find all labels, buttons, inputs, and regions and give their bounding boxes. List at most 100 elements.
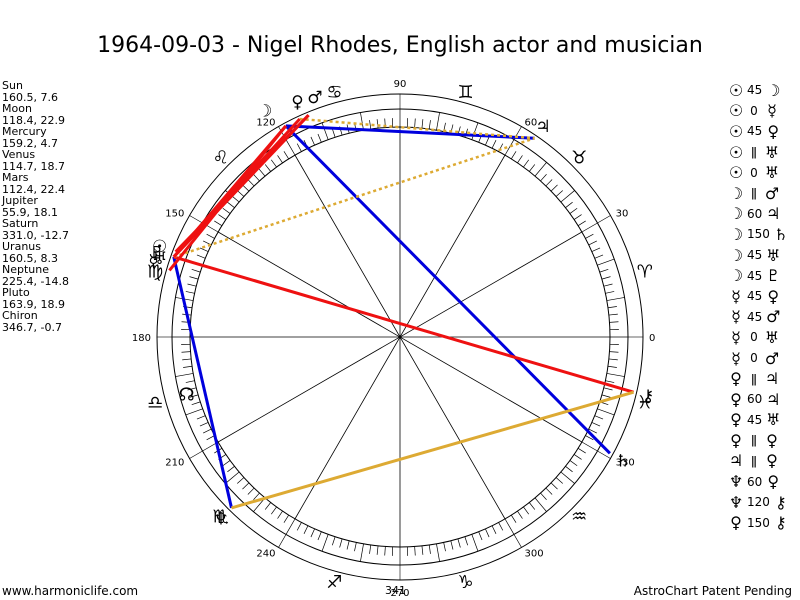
- aspect-row: ☿ 45 ♀: [728, 286, 800, 307]
- aspect-planet1-glyph: ♆: [728, 492, 744, 512]
- degree-tick: [414, 546, 416, 556]
- planet-name-venus: Venus: [2, 148, 36, 161]
- aspect-planet1-glyph: ♀: [730, 369, 742, 389]
- aspect-angle: 45: [747, 412, 763, 427]
- aspect-angle: ǁ: [751, 371, 757, 386]
- zodiac-sign-glyph: ♋: [326, 82, 342, 103]
- degree-tick: [421, 119, 424, 129]
- aspect-planet1-glyph: ♃: [728, 451, 744, 471]
- aspect-angle: 150: [747, 515, 770, 530]
- website-link[interactable]: www.harmoniclife.com: [2, 584, 139, 598]
- degree-tick: [277, 510, 283, 519]
- zodiac-sign-glyph: ♎: [147, 393, 163, 414]
- aspect-angle: 45: [747, 309, 763, 324]
- planet-name-neptune: Neptune: [2, 263, 50, 276]
- degree-tick: [464, 536, 469, 546]
- planet-glyph-pluto: ♇: [149, 243, 164, 263]
- degree-tick: [517, 510, 523, 519]
- aspect-planet1-glyph: ♀: [730, 430, 742, 450]
- aspect-planet1-glyph: ☉: [728, 80, 744, 100]
- degree-tick: [485, 136, 490, 146]
- degree-tick: [369, 544, 372, 554]
- degree-tick: [428, 544, 431, 554]
- aspect-angle: ǁ: [751, 453, 757, 468]
- planet-glyph-sun: ☉: [152, 237, 167, 257]
- zodiac-sign-glyph: ♈: [637, 261, 653, 282]
- aspect-row: ♃ ǁ ♀: [728, 451, 800, 472]
- degree-tick: [185, 380, 195, 383]
- aspect-row: ☉ 0 ☿: [728, 101, 800, 122]
- degree-tick: [443, 542, 446, 552]
- chart-number: 341: [385, 584, 406, 597]
- planet-values-neptune: 225.4, -14.8: [2, 274, 69, 288]
- degree-tick: [218, 214, 227, 220]
- degree-tick: [321, 534, 329, 552]
- aspect-row: ☿ 45 ♂: [728, 307, 800, 328]
- planet-glyph-neptune: ♆: [213, 510, 228, 530]
- degree-tick: [331, 128, 336, 138]
- aspect-row: ☽ 45 ♇: [728, 265, 800, 286]
- planet-values-moon: 118.4, 22.9: [2, 113, 65, 127]
- degree-tick: [283, 514, 290, 523]
- degree-tick: [187, 283, 197, 287]
- degree-tick: [421, 545, 424, 555]
- aspect-planet1-glyph: ☽: [728, 204, 744, 224]
- zodiac-sign-glyph: ♒: [571, 506, 587, 527]
- degree-tick: [597, 408, 615, 416]
- degree-tick: [189, 394, 199, 398]
- aspect-angle: ǁ: [751, 145, 757, 160]
- aspect-angle: 120: [747, 495, 770, 510]
- aspect-row: ♀ 60 ♃: [728, 389, 800, 410]
- aspect-planet1-glyph: ☉: [728, 101, 744, 121]
- planet-glyphs: ☉ ☽ ☿ ♀ ♂ ♃ ♄ ♅ ♆ ♇ ⚷: [148, 88, 654, 529]
- degree-tick: [253, 492, 260, 500]
- degree-tick: [560, 471, 575, 484]
- degree-label: 120: [256, 117, 275, 128]
- degree-label: 150: [165, 209, 184, 220]
- planet-values-pluto: 163.9, 18.9: [2, 297, 65, 311]
- degree-tick: [471, 534, 479, 552]
- degree-tick: [436, 112, 440, 131]
- degree-tick: [339, 538, 343, 548]
- degree-tick: [191, 401, 201, 406]
- degree-tick: [608, 358, 618, 361]
- aspect-planet2-glyph: ♀: [767, 286, 780, 306]
- degree-tick: [242, 482, 250, 490]
- degree-tick: [545, 487, 553, 495]
- aspect-planet2-glyph: ♀: [767, 121, 780, 141]
- aspect-row: ☽ 45 ♅: [728, 245, 800, 266]
- aspect-line: [284, 124, 611, 455]
- degree-tick: [296, 143, 302, 152]
- zodiac-sign-glyph: ♊: [458, 82, 474, 103]
- aspect-planet2-glyph: ♅: [766, 410, 781, 430]
- degree-tick: [478, 531, 483, 541]
- degree-tick: [607, 306, 617, 309]
- degree-tick: [565, 466, 573, 473]
- aspect-planet2-glyph: ⚷: [775, 492, 787, 512]
- aspect-row: ♆ 60 ♀: [728, 471, 800, 492]
- aspect-planet1-glyph: ♀: [730, 513, 742, 533]
- zodiac-sign-glyph: ♓: [637, 393, 653, 414]
- degree-tick: [206, 233, 215, 239]
- degree-tick: [565, 201, 573, 208]
- degree-tick: [485, 528, 490, 538]
- sign-divider: [189, 215, 203, 224]
- degree-tick: [498, 522, 504, 531]
- aspect-row: ♆ 120 ⚷: [728, 492, 800, 513]
- planet-glyph-moon: ☽: [257, 102, 272, 122]
- aspect-angle: 60: [747, 392, 763, 407]
- degree-tick: [227, 466, 235, 473]
- degree-tick: [534, 162, 547, 177]
- zodiac-sign-glyph: ♉: [571, 148, 587, 169]
- aspect-planet1-glyph: ♆: [728, 472, 744, 492]
- degree-label: 60: [525, 117, 538, 128]
- node-glyph: ☊: [179, 385, 195, 406]
- aspect-lines: [168, 114, 634, 510]
- aspect-angle: 150: [747, 227, 770, 242]
- degree-tick: [588, 240, 597, 246]
- aspect-angle: 0: [750, 165, 758, 180]
- degree-tick: [581, 222, 598, 233]
- sign-divider: [597, 215, 611, 224]
- aspect-list: ☉ 45 ☽ ☉ 0 ☿ ☉ 45 ♀ ☉ ǁ ♅ ☉ 0 ♅ ☽ ǁ ♂ ☽ 60 ♃ ☽ 150 ♄ ☽ 45 ♅ ☽ 45 ♇ ☿ 45…: [728, 80, 800, 533]
- degree-tick: [196, 254, 206, 259]
